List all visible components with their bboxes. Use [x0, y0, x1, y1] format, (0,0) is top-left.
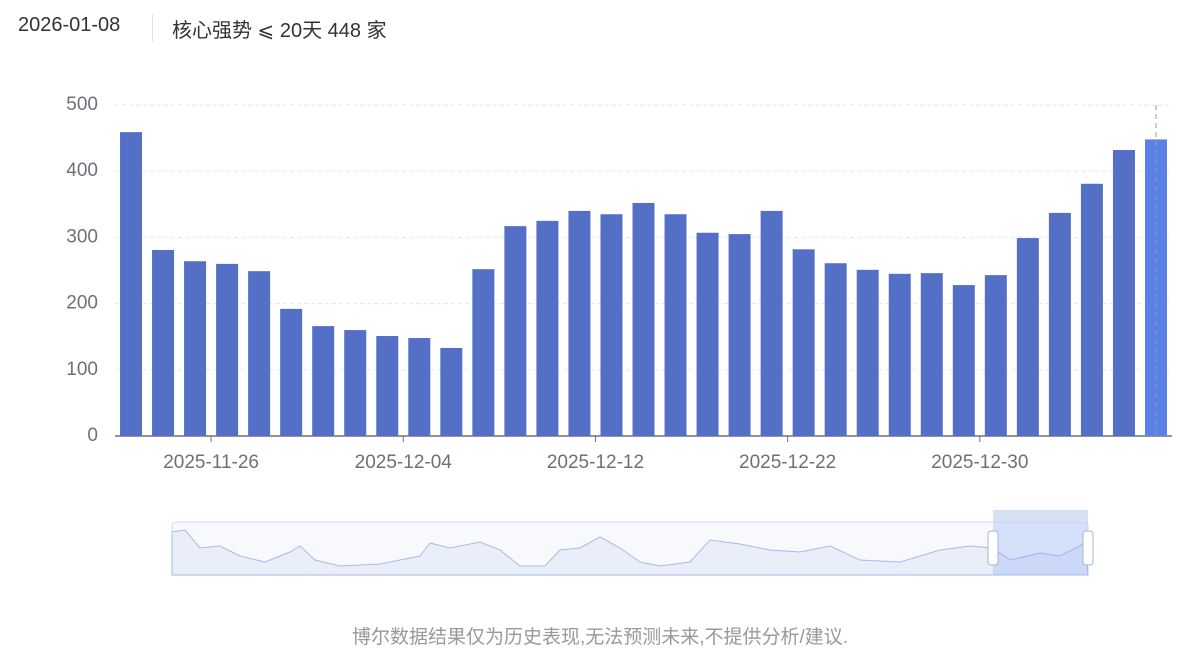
y-tick-label: 500 [66, 94, 98, 115]
date: 2026-01-08 [18, 14, 121, 36]
bar [376, 336, 399, 436]
bar [408, 338, 431, 436]
bar [184, 261, 207, 436]
bar [152, 249, 175, 436]
x-tick-label: 2025-12-22 [739, 452, 836, 473]
disclaimer: 博尔数据结果仅为历史表现,无法预测未来,不提供分析/建议. [351, 627, 849, 648]
bar [920, 273, 943, 436]
x-tick-label: 2025-12-12 [547, 452, 644, 473]
bar [632, 202, 655, 436]
x-tick-label: 2025-11-26 [163, 452, 259, 473]
bar [856, 269, 879, 436]
bar [1048, 212, 1071, 436]
bar [792, 249, 815, 436]
bar [1112, 150, 1135, 437]
bar [952, 285, 975, 436]
bar [344, 330, 367, 436]
headline: 核心强势 ⩽ 20天 448 家 [172, 20, 387, 42]
bar [216, 263, 239, 436]
zoom-handle[interactable] [987, 530, 999, 566]
bar [984, 275, 1007, 436]
y-tick-label: 200 [66, 293, 98, 314]
data-zoom[interactable] [171, 510, 1094, 576]
zoom-handle[interactable] [1082, 530, 1094, 566]
chart: 0 100 200 300 400 500 2025-11-26 2025-12-04 2025… [66, 94, 1172, 576]
bar [248, 271, 271, 436]
y-tick-label: 0 [87, 425, 98, 446]
y-tick-label: 100 [66, 359, 98, 380]
bar [728, 234, 751, 436]
bar [536, 220, 559, 436]
bar [1080, 183, 1103, 436]
bar [120, 132, 143, 436]
bar [600, 214, 623, 436]
x-tick-label: 2025-12-30 [931, 452, 1028, 473]
zoom-preview [171, 529, 1089, 576]
y-tick-label: 300 [66, 226, 98, 247]
bar [1016, 238, 1039, 436]
bar [312, 326, 335, 436]
bar [472, 269, 495, 436]
bar [696, 232, 719, 436]
bar [760, 210, 783, 436]
y-tick-label: 400 [66, 160, 98, 181]
bar [888, 273, 911, 436]
separator [152, 14, 153, 42]
bar [280, 308, 303, 436]
zoom-window[interactable] [993, 522, 1088, 575]
bar [440, 347, 463, 436]
x-tick-label: 2025-12-04 [355, 452, 453, 473]
bar [824, 263, 847, 436]
bar [568, 210, 591, 436]
zoom-move-bar[interactable] [993, 510, 1088, 522]
bar [504, 226, 527, 436]
bar [664, 214, 687, 436]
